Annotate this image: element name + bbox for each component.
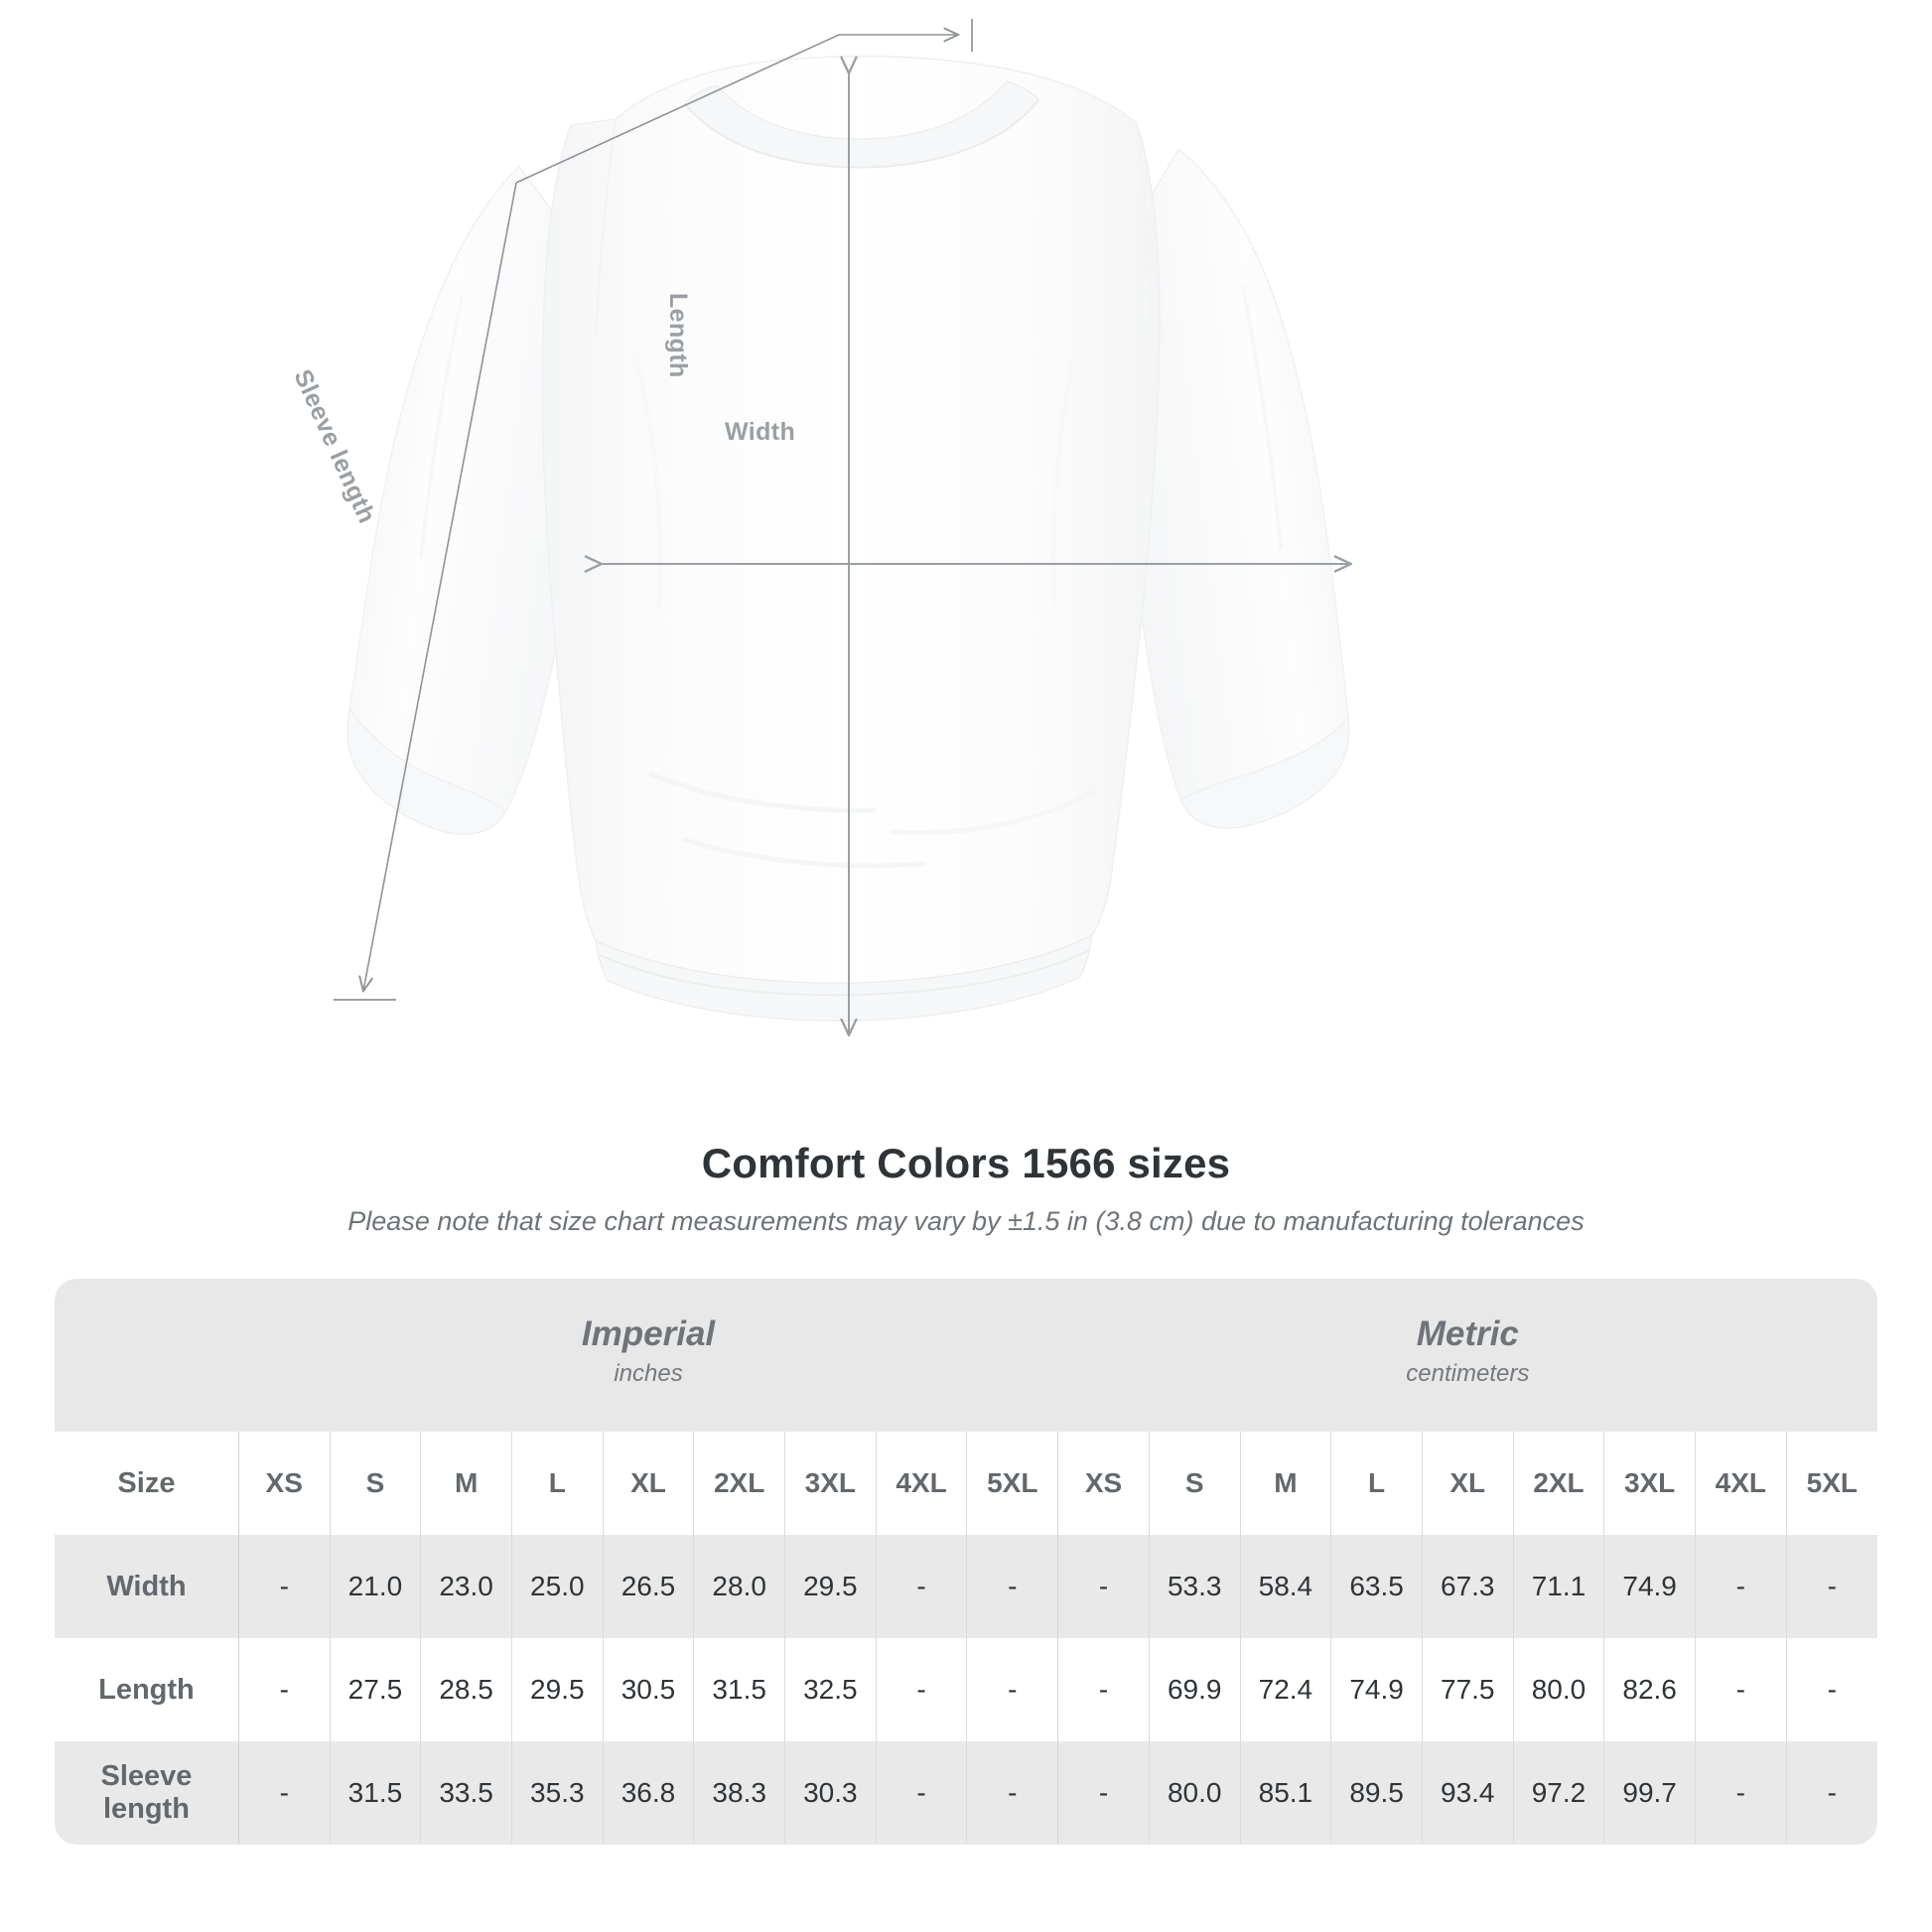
cell-width-metric-m: 58.4 (1239, 1535, 1331, 1638)
header-metric-m: M (1239, 1432, 1331, 1535)
cell-sleeve-metric-xs: - (1057, 1741, 1150, 1845)
table-row: Width - 21.0 23.0 25.0 26.5 28.0 29.5 - … (55, 1535, 1877, 1638)
cell-length-metric-l: 74.9 (1330, 1638, 1423, 1741)
imperial-group-header: Imperial inches (238, 1279, 1058, 1432)
header-metric-2xl: 2XL (1512, 1432, 1604, 1535)
cell-width-imperial-xl: 26.5 (602, 1535, 694, 1638)
cell-sleeve-metric-s: 80.0 (1148, 1741, 1241, 1845)
cell-width-metric-l: 63.5 (1330, 1535, 1423, 1638)
cell-length-imperial-l: 29.5 (510, 1638, 604, 1741)
cell-length-metric-xs: - (1057, 1638, 1150, 1741)
cell-width-imperial-s: 21.0 (329, 1535, 421, 1638)
header-metric-3xl: 3XL (1603, 1432, 1696, 1535)
cell-sleeve-imperial-s: 31.5 (329, 1741, 421, 1845)
header-metric-5xl: 5XL (1785, 1432, 1877, 1535)
header-imperial-4xl: 4XL (875, 1432, 967, 1535)
sweatshirt-illustration (334, 19, 1932, 1122)
header-imperial-s: S (329, 1432, 421, 1535)
measurement-lines (334, 19, 973, 1001)
cell-sleeve-metric-xl: 93.4 (1421, 1741, 1514, 1845)
metric-unit: centimeters (1406, 1359, 1530, 1387)
cell-sleeve-imperial-xl: 36.8 (602, 1741, 694, 1845)
cell-sleeve-imperial-3xl: 30.3 (784, 1741, 877, 1845)
cell-width-imperial-4xl: - (875, 1535, 967, 1638)
imperial-label: Imperial (581, 1314, 716, 1354)
cell-width-imperial-m: 23.0 (420, 1535, 512, 1638)
cell-width-metric-5xl: - (1785, 1535, 1877, 1638)
cell-width-imperial-3xl: 29.5 (784, 1535, 877, 1638)
cell-length-metric-m: 72.4 (1239, 1638, 1331, 1741)
cell-sleeve-imperial-l: 35.3 (510, 1741, 604, 1845)
cell-sleeve-metric-2xl: 97.2 (1512, 1741, 1604, 1845)
cell-length-metric-xl: 77.5 (1421, 1638, 1514, 1741)
cell-sleeve-metric-m: 85.1 (1239, 1741, 1331, 1845)
header-metric-s: S (1148, 1432, 1241, 1535)
cell-sleeve-imperial-xs: - (237, 1741, 331, 1845)
cell-sleeve-metric-4xl: - (1694, 1741, 1787, 1845)
size-table-container: Imperial inches Metric centimeters Size … (55, 1279, 1877, 1845)
cell-sleeve-imperial-5xl: - (966, 1741, 1058, 1845)
length-dimension-label: Length (664, 293, 692, 378)
cell-sleeve-imperial-m: 33.5 (420, 1741, 512, 1845)
cell-sleeve-metric-3xl: 99.7 (1603, 1741, 1696, 1845)
table-row: Length - 27.5 28.5 29.5 30.5 31.5 32.5 -… (55, 1638, 1877, 1741)
header-imperial-xs: XS (237, 1432, 331, 1535)
cell-width-imperial-2xl: 28.0 (693, 1535, 785, 1638)
imperial-unit: inches (614, 1359, 683, 1387)
header-imperial-m: M (420, 1432, 512, 1535)
cell-width-metric-4xl: - (1694, 1535, 1787, 1638)
cell-length-imperial-2xl: 31.5 (693, 1638, 785, 1741)
header-size: Size (55, 1432, 239, 1535)
row-label-width: Width (55, 1535, 239, 1638)
cell-sleeve-metric-l: 89.5 (1330, 1741, 1423, 1845)
width-dimension-label: Width (725, 418, 796, 446)
metric-label: Metric (1416, 1314, 1519, 1354)
cell-sleeve-metric-5xl: - (1785, 1741, 1877, 1845)
unit-banner-row: Imperial inches Metric centimeters (55, 1279, 1877, 1432)
header-metric-4xl: 4XL (1694, 1432, 1787, 1535)
cell-length-metric-3xl: 82.6 (1603, 1638, 1696, 1741)
row-label-sleeve-length: Sleeve length (55, 1741, 239, 1845)
garment-diagram: Width Length Sleeve length (288, 19, 1932, 1122)
cell-width-imperial-xs: - (237, 1535, 331, 1638)
metric-group-header: Metric centimeters (1057, 1279, 1877, 1432)
size-table: Imperial inches Metric centimeters Size … (55, 1279, 1877, 1845)
header-metric-xs: XS (1057, 1432, 1150, 1535)
header-metric-l: L (1330, 1432, 1423, 1535)
page-title: Comfort Colors 1566 sizes (701, 1140, 1231, 1186)
cell-sleeve-imperial-2xl: 38.3 (693, 1741, 785, 1845)
header-imperial-xl: XL (602, 1432, 694, 1535)
cell-width-metric-2xl: 71.1 (1512, 1535, 1604, 1638)
header-imperial-2xl: 2XL (693, 1432, 785, 1535)
page-subtitle: Please note that size chart measurements… (347, 1206, 1585, 1236)
cell-length-metric-2xl: 80.0 (1512, 1638, 1604, 1741)
row-label-length: Length (55, 1638, 239, 1741)
cell-width-metric-xl: 67.3 (1421, 1535, 1514, 1638)
cell-length-imperial-4xl: - (875, 1638, 967, 1741)
cell-length-metric-s: 69.9 (1148, 1638, 1241, 1741)
header-imperial-3xl: 3XL (784, 1432, 877, 1535)
cell-width-imperial-l: 25.0 (510, 1535, 604, 1638)
header-imperial-5xl: 5XL (966, 1432, 1058, 1535)
cell-length-imperial-m: 28.5 (420, 1638, 512, 1741)
cell-length-metric-5xl: - (1785, 1638, 1877, 1741)
header-imperial-l: L (510, 1432, 604, 1535)
cell-length-metric-4xl: - (1694, 1638, 1787, 1741)
table-row: Sleeve length - 31.5 33.5 35.3 36.8 38.3… (55, 1741, 1877, 1845)
cell-sleeve-imperial-4xl: - (875, 1741, 967, 1845)
header-metric-xl: XL (1421, 1432, 1514, 1535)
cell-length-imperial-s: 27.5 (329, 1638, 421, 1741)
cell-length-imperial-5xl: - (966, 1638, 1058, 1741)
cell-width-metric-xs: - (1057, 1535, 1150, 1638)
cell-width-metric-3xl: 74.9 (1603, 1535, 1696, 1638)
cell-length-imperial-xs: - (237, 1638, 331, 1741)
unit-banner-spacer (55, 1279, 239, 1432)
cell-length-imperial-3xl: 32.5 (784, 1638, 877, 1741)
table-header-row: Size XS S M L XL 2XL 3XL 4XL 5XL XS S M … (55, 1432, 1877, 1535)
cell-width-metric-s: 53.3 (1148, 1535, 1241, 1638)
cell-width-imperial-5xl: - (966, 1535, 1058, 1638)
cell-length-imperial-xl: 30.5 (602, 1638, 694, 1741)
